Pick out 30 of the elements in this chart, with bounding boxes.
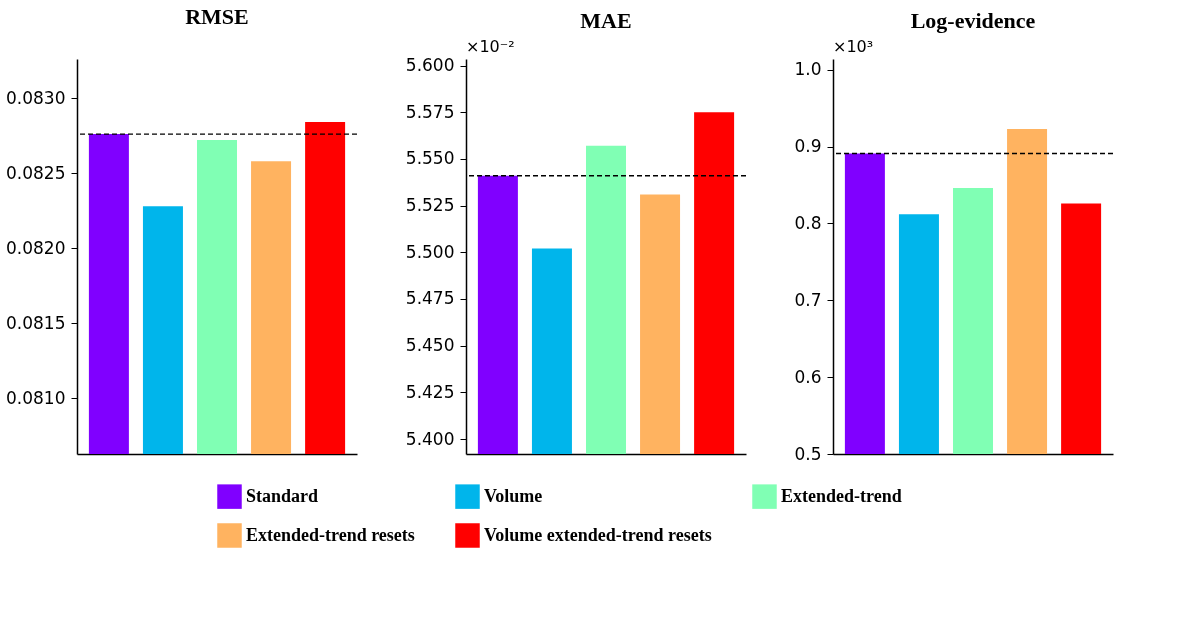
y-tick-label: 0.0815 — [6, 312, 66, 333]
y-tick-label: 5.475 — [405, 288, 455, 309]
y-tick-label: 5.400 — [405, 428, 455, 449]
legend-label: Standard — [246, 485, 319, 506]
y-tick-label: 0.5 — [794, 443, 822, 464]
chart-title: MAE — [580, 8, 632, 33]
y-tick-label: 5.550 — [405, 148, 455, 169]
legend-label: Volume — [484, 485, 543, 506]
y-tick-label: 5.450 — [405, 335, 455, 356]
y-tick-label: 5.525 — [405, 195, 455, 216]
legend-label: Extended-trend — [781, 485, 902, 506]
legend-label: Volume extended-trend resets — [484, 524, 712, 545]
y-tick-label: 0.8 — [794, 212, 822, 233]
chart-title: Log-evidence — [910, 8, 1036, 33]
y-tick-label: 5.500 — [405, 241, 455, 262]
y-tick-label: 5.425 — [405, 381, 455, 402]
chart-title: RMSE — [185, 4, 249, 29]
y-tick-label: 0.9 — [794, 136, 822, 157]
y-tick-label: 0.7 — [794, 289, 822, 310]
legend-label: Extended-trend resets — [246, 524, 415, 545]
text: ×10⁻² — [466, 37, 515, 56]
text: ×10³ — [833, 37, 874, 56]
y-tick-label: 5.575 — [405, 101, 455, 122]
y-tick-label: 0.0810 — [6, 387, 66, 408]
y-tick-label: 0.0820 — [6, 237, 66, 258]
y-tick-label: 5.600 — [405, 55, 455, 76]
y-tick-label: 0.0830 — [6, 87, 66, 108]
y-tick-label: 1.0 — [794, 59, 822, 80]
y-tick-label: 0.0825 — [6, 162, 66, 183]
y-tick-label: 0.6 — [794, 366, 822, 387]
